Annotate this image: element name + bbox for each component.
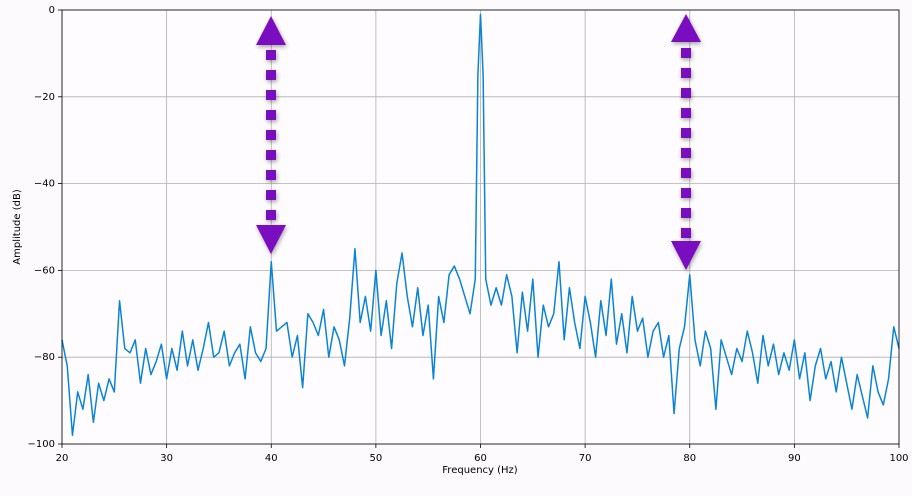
x-axis-label: Frequency (Hz) (442, 465, 518, 476)
x-tick-label: 100 (889, 453, 908, 464)
y-tick-label: 0 (49, 5, 55, 16)
x-tick-label: 50 (370, 453, 383, 464)
x-tick-label: 40 (265, 453, 278, 464)
y-tick-label: −100 (28, 439, 55, 450)
y-tick-label: −40 (34, 179, 55, 190)
x-tick-label: 80 (683, 453, 696, 464)
x-tick-label: 70 (579, 453, 592, 464)
x-tick-label: 30 (160, 453, 173, 464)
arrow-40 (256, 16, 286, 254)
x-tick-label: 90 (788, 453, 801, 464)
arrow-80 (671, 14, 701, 270)
y-axis-label: Amplitude (dB) (12, 189, 23, 265)
x-tick-label: 60 (474, 453, 487, 464)
y-tick-label: −60 (34, 265, 55, 276)
line (61, 13, 900, 437)
y-tick-label: −20 (34, 92, 55, 103)
x-tick-label: 20 (56, 453, 69, 464)
y-tick-label: −80 (34, 352, 55, 363)
series (61, 13, 900, 437)
